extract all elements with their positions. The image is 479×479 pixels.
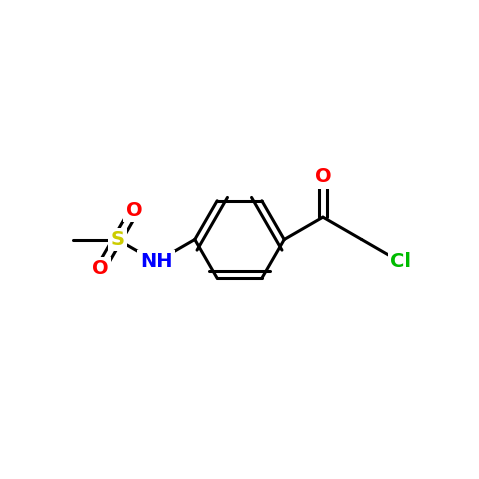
Text: O: O — [126, 201, 142, 220]
Text: O: O — [92, 259, 109, 278]
Text: Cl: Cl — [390, 252, 411, 272]
Text: S: S — [110, 230, 125, 249]
Text: O: O — [315, 167, 331, 186]
Text: NH: NH — [140, 252, 172, 272]
